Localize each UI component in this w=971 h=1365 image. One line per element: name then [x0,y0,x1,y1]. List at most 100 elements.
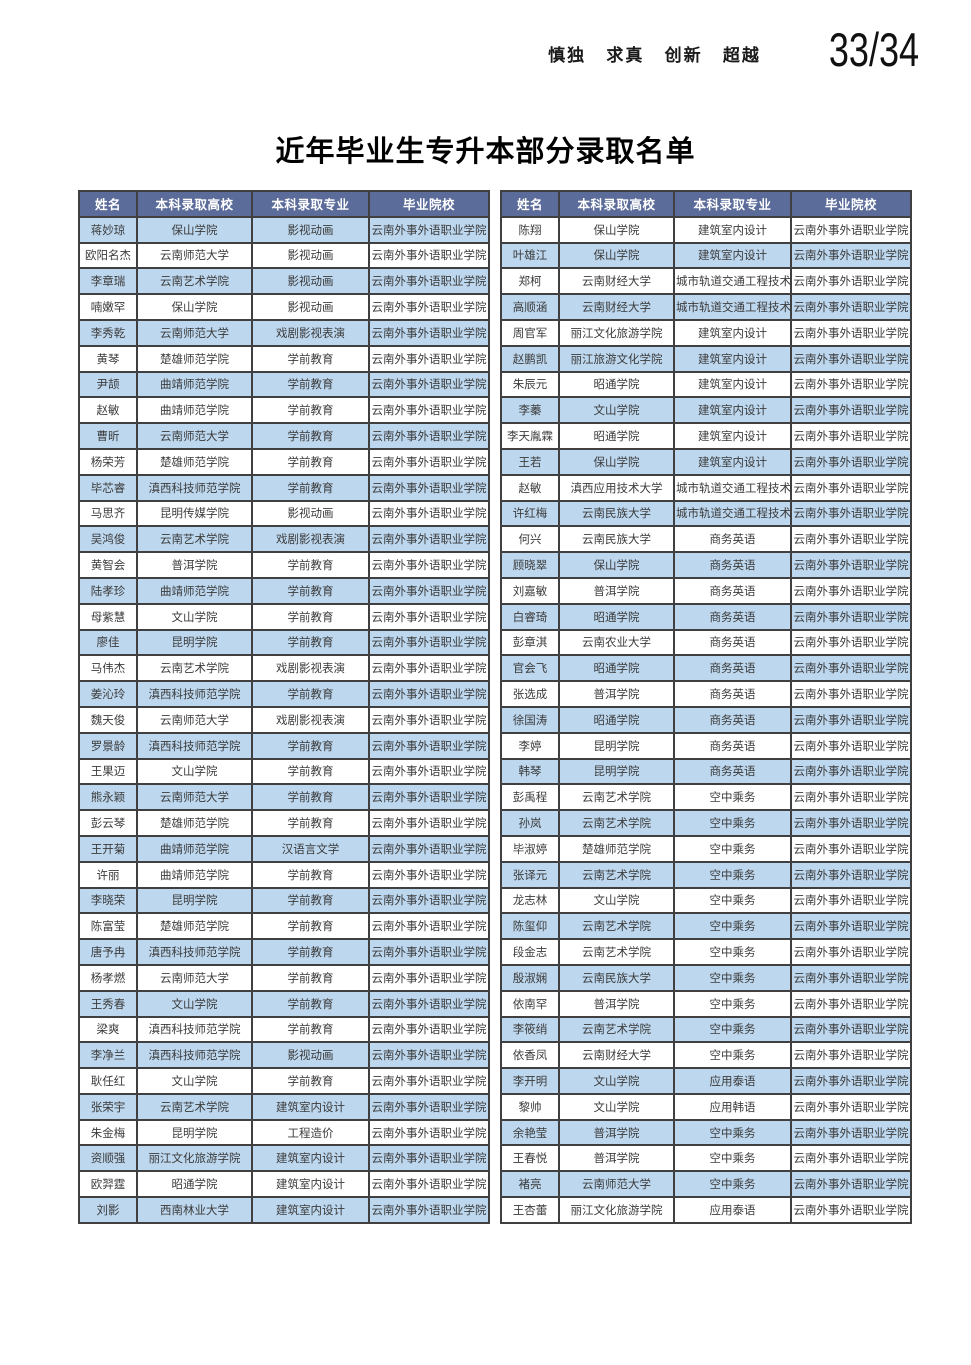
table-cell: 曲靖师范学院 [136,396,253,425]
table-cell: 云南外事外语职业学院 [368,318,490,347]
table-cell: 文山学院 [136,1067,253,1095]
table-cell: 昭通学院 [558,422,675,450]
table-cell: 昆明学院 [136,886,253,915]
table-cell: 云南外事外语职业学院 [368,912,490,941]
table-row: 张选成 普洱学院 商务英语 云南外事外语职业学院 [500,680,912,708]
table-cell: 空中乘务 [673,1015,792,1044]
table-cell: 云南外事外语职业学院 [790,912,912,941]
table-cell: 王杏蕾 [500,1196,560,1224]
table-cell: 熊永颖 [78,783,138,812]
table-cell: 马思齐 [78,499,138,528]
table-cell: 商务英语 [673,602,792,631]
table-cell: 昆明学院 [136,628,253,657]
table-cell: 云南外事外语职业学院 [790,989,912,1018]
table-cell: 云南外事外语职业学院 [790,886,912,915]
table-cell: 欧羿霆 [78,1170,138,1199]
table-cell: 楚雄师范学院 [558,834,675,863]
table-cell: 姜沁玲 [78,680,138,708]
table-cell: 陈玺仰 [500,912,560,941]
table-cell: 商务英语 [673,551,792,579]
table-cell: 戏剧影视表演 [251,705,370,734]
table-cell: 丽江文化旅游学院 [136,1144,253,1173]
table-row: 陈富莹 楚雄师范学院 学前教育 云南外事外语职业学院 [78,912,490,941]
table-cell: 刘影 [78,1196,138,1224]
table-cell: 文山学院 [136,989,253,1018]
table-cell: 文山学院 [136,602,253,631]
table-row: 何兴 云南民族大学 商务英语 云南外事外语职业学院 [500,525,912,554]
table-row: 殷淑娴 云南民族大学 空中乘务 云南外事外语职业学院 [500,963,912,992]
table-cell: 昆明学院 [558,731,675,760]
table-cell: 云南外事外语职业学院 [790,731,912,760]
table-cell: 高顺涵 [500,293,560,321]
table-row: 朱金梅 昆明学院 工程造价 云南外事外语职业学院 [78,1118,490,1147]
table-cell: 普洱学院 [558,576,675,605]
table-cell: 工程造价 [251,1118,370,1147]
table-cell: 马伟杰 [78,654,138,683]
table-cell: 保山学院 [136,293,253,321]
table-cell: 建筑室内设计 [251,1092,370,1121]
table-cell: 云南外事外语职业学院 [368,1118,490,1147]
table-cell: 李秀乾 [78,318,138,347]
table-cell: 学前教育 [251,938,370,966]
table-row: 孙岚 云南艺术学院 空中乘务 云南外事外语职业学院 [500,809,912,837]
table-row: 李秀乾 云南师范大学 戏剧影视表演 云南外事外语职业学院 [78,318,490,347]
table-cell: 楚雄师范学院 [136,447,253,476]
table-cell: 空中乘务 [673,1041,792,1070]
column-header: 本科录取专业 [673,190,792,218]
table-cell: 云南外事外语职业学院 [368,705,490,734]
table-row: 李章瑞 云南艺术学院 影视动画 云南外事外语职业学院 [78,267,490,296]
table-cell: 空中乘务 [673,783,792,812]
table-cell: 廖佳 [78,628,138,657]
school-motto: 慎独 求真 创新 超越 [548,46,761,65]
table-row: 蒋妙琼 保山学院 影视动画 云南外事外语职业学院 [78,215,490,244]
table-cell: 商务英语 [673,731,792,760]
table-cell: 云南外事外语职业学院 [790,422,912,450]
table-cell: 云南外事外语职业学院 [368,680,490,708]
table-cell: 云南外事外语职业学院 [368,241,490,270]
table-cell: 城市轨道交通工程技术 [673,499,792,528]
table-cell: 建筑室内设计 [673,422,792,450]
table-cell: 戏剧影视表演 [251,318,370,347]
table-cell: 张译元 [500,860,560,889]
table-cell: 云南外事外语职业学院 [790,1170,912,1199]
table-row: 李晓荣 昆明学院 学前教育 云南外事外语职业学院 [78,886,490,915]
table-cell: 云南外事外语职业学院 [790,344,912,373]
table-cell: 蒋妙琼 [78,215,138,244]
table-row: 曹昕 云南师范大学 学前教育 云南外事外语职业学院 [78,422,490,450]
table-row: 李蓁 文山学院 建筑室内设计 云南外事外语职业学院 [500,396,912,425]
table-row: 陈玺仰 云南艺术学院 空中乘务 云南外事外语职业学院 [500,912,912,941]
table-row: 毕淑婷 楚雄师范学院 空中乘务 云南外事外语职业学院 [500,834,912,863]
table-cell: 空中乘务 [673,963,792,992]
table-row: 许红梅 云南民族大学 城市轨道交通工程技术 云南外事外语职业学院 [500,499,912,528]
table-cell: 学前教育 [251,860,370,889]
table-cell: 云南外事外语职业学院 [368,1196,490,1224]
table-cell: 耿任红 [78,1067,138,1095]
table-cell: 建筑室内设计 [673,396,792,425]
table-cell: 李天胤霖 [500,422,560,450]
table-cell: 李筱绡 [500,1015,560,1044]
table-row: 彭云琴 楚雄师范学院 学前教育 云南外事外语职业学院 [78,809,490,837]
table-cell: 云南外事外语职业学院 [368,447,490,476]
table-row: 赵鹏凯 丽江旅游文化学院 建筑室内设计 云南外事外语职业学院 [500,344,912,373]
table-cell: 云南外事外语职业学院 [790,757,912,786]
table-cell: 云南民族大学 [558,963,675,992]
admission-table-left: 姓名 本科录取高校 本科录取专业 毕业院校 蒋妙琼 保山学院 影视动画 云南外事外语职业学院欧… [78,190,490,1224]
table-cell: 建筑室内设计 [673,241,792,270]
table-cell: 王果迈 [78,757,138,786]
table-cell: 影视动画 [251,215,370,244]
table-cell: 云南外事外语职业学院 [790,705,912,734]
column-header: 毕业院校 [368,190,490,218]
table-row: 罗景龄 滇西科技师范学院 学前教育 云南外事外语职业学院 [78,731,490,760]
table-row: 依香凤 云南财经大学 空中乘务 云南外事外语职业学院 [500,1041,912,1070]
table-cell: 云南财经大学 [558,1041,675,1070]
column-header: 毕业院校 [790,190,912,218]
table-cell: 官会飞 [500,654,560,683]
table-cell: 影视动画 [251,267,370,296]
table-cell: 文山学院 [136,757,253,786]
table-cell: 云南外事外语职业学院 [790,834,912,863]
table-cell: 商务英语 [673,576,792,605]
table-cell: 云南艺术学院 [558,860,675,889]
table-cell: 云南艺术学院 [558,938,675,966]
table-cell: 学前教育 [251,809,370,837]
table-cell: 云南外事外语职业学院 [368,1170,490,1199]
